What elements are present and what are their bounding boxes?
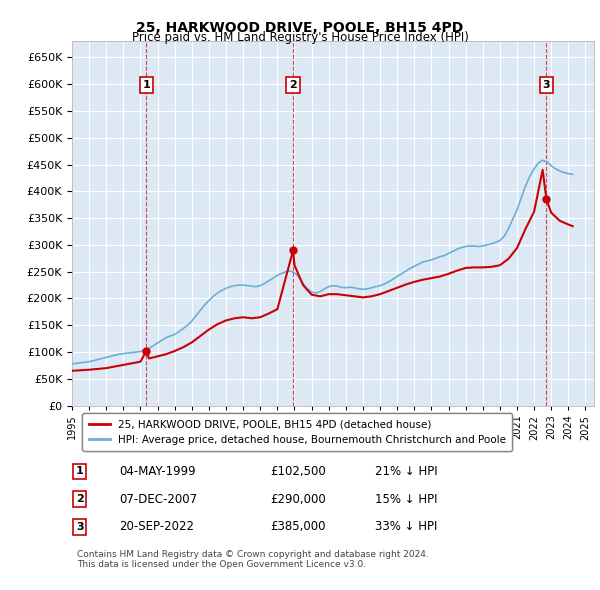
Text: 33% ↓ HPI: 33% ↓ HPI <box>375 520 437 533</box>
Text: 21% ↓ HPI: 21% ↓ HPI <box>375 465 437 478</box>
Text: 2: 2 <box>289 80 297 90</box>
Text: 20-SEP-2022: 20-SEP-2022 <box>119 520 194 533</box>
Text: Contains HM Land Registry data © Crown copyright and database right 2024.
This d: Contains HM Land Registry data © Crown c… <box>77 550 429 569</box>
Text: £102,500: £102,500 <box>271 465 326 478</box>
Text: 15% ↓ HPI: 15% ↓ HPI <box>375 493 437 506</box>
Text: 07-DEC-2007: 07-DEC-2007 <box>119 493 197 506</box>
Text: £290,000: £290,000 <box>271 493 326 506</box>
Text: 1: 1 <box>143 80 151 90</box>
Text: 3: 3 <box>542 80 550 90</box>
Legend: 25, HARKWOOD DRIVE, POOLE, BH15 4PD (detached house), HPI: Average price, detach: 25, HARKWOOD DRIVE, POOLE, BH15 4PD (det… <box>82 413 512 451</box>
Text: 3: 3 <box>76 522 83 532</box>
Text: 04-MAY-1999: 04-MAY-1999 <box>119 465 196 478</box>
Text: £385,000: £385,000 <box>271 520 326 533</box>
Text: 25, HARKWOOD DRIVE, POOLE, BH15 4PD: 25, HARKWOOD DRIVE, POOLE, BH15 4PD <box>136 21 464 35</box>
Text: 1: 1 <box>76 466 84 476</box>
Text: 2: 2 <box>76 494 84 504</box>
Text: Price paid vs. HM Land Registry's House Price Index (HPI): Price paid vs. HM Land Registry's House … <box>131 31 469 44</box>
